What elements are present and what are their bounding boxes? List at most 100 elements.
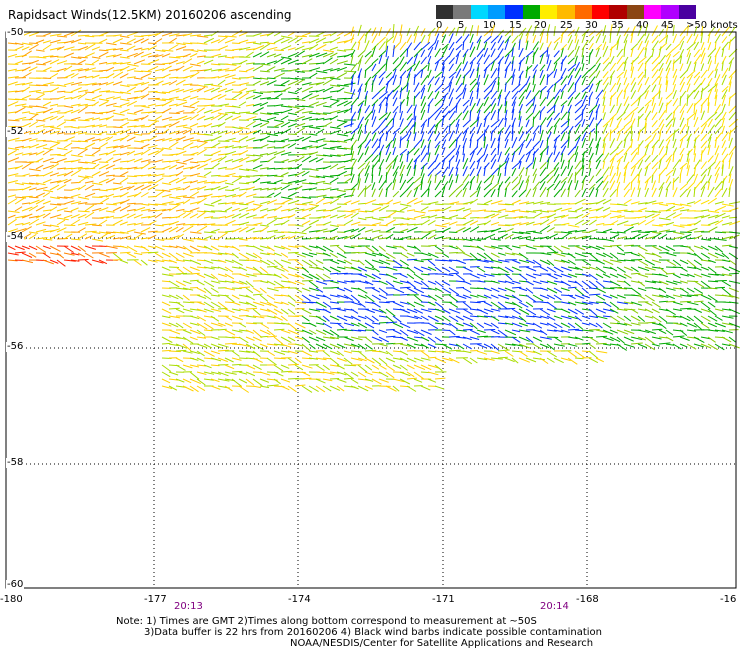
wind-barb (217, 301, 228, 310)
wind-barb (413, 329, 425, 337)
wind-barb (336, 147, 348, 150)
wind-barb (420, 364, 432, 371)
wind-barb (532, 329, 544, 333)
wind-barb (308, 301, 318, 304)
wind-barb (497, 252, 506, 256)
wind-barb (210, 266, 220, 269)
wind-barb (560, 294, 574, 297)
wind-barb (525, 147, 535, 156)
wind-barb (539, 69, 544, 79)
wind-barb (266, 218, 277, 226)
wind-barb (238, 212, 250, 219)
wind-barb (476, 174, 480, 184)
wind-barb (483, 294, 492, 299)
wind-barb (119, 84, 130, 88)
wind-barb (630, 187, 636, 198)
wind-barb (28, 66, 38, 72)
wind-barb (182, 65, 193, 72)
wind-barb (637, 74, 645, 86)
wind-barb (56, 132, 66, 135)
wind-barb (119, 134, 130, 142)
wind-barb (203, 83, 214, 86)
wind-barb (350, 208, 361, 212)
wind-barb (189, 34, 202, 37)
wind-barb (245, 214, 257, 219)
wind-barb (490, 322, 499, 329)
wind-barb (322, 33, 332, 37)
wind-barb (616, 308, 628, 311)
wind-barb (35, 182, 46, 186)
wind-barb (322, 336, 335, 340)
wind-barb (77, 119, 90, 122)
wind-barb (427, 160, 436, 170)
wind-barb (469, 252, 479, 260)
wind-barb (560, 266, 572, 272)
wind-barb (280, 56, 291, 60)
wind-barb (70, 38, 82, 44)
wind-barb (441, 350, 452, 354)
wind-barb (644, 294, 655, 302)
wind-barb (301, 41, 311, 44)
wind-barb (693, 134, 700, 142)
wind-barb (581, 280, 592, 289)
wind-barb (315, 188, 325, 191)
wind-barb (616, 236, 627, 240)
wind-barb (518, 75, 522, 86)
wind-barb (518, 216, 528, 219)
wind-barb (392, 57, 400, 65)
wind-barb (252, 350, 261, 358)
wind-barb (350, 233, 361, 240)
wind-barb (588, 336, 599, 344)
wind-barb (42, 157, 54, 163)
wind-barb (413, 164, 417, 177)
wind-barb (595, 206, 604, 212)
wind-barb (595, 322, 603, 329)
wind-barb (126, 131, 138, 135)
wind-barb (616, 203, 628, 206)
wind-barb (161, 91, 171, 94)
wind-barb (161, 266, 171, 272)
wind-barb (217, 343, 229, 348)
wind-barb (581, 95, 588, 107)
wind-barb (539, 151, 544, 163)
wind-barb (273, 364, 284, 372)
wind-barb (252, 164, 263, 170)
wind-barb (497, 151, 502, 163)
wind-barb (679, 234, 692, 240)
wind-barb (539, 315, 549, 319)
wind-barb (280, 245, 291, 251)
wind-barb (378, 308, 387, 314)
wind-barb (161, 107, 172, 114)
wind-barb (357, 41, 361, 51)
wind-barb (168, 153, 179, 156)
wind-barb (77, 167, 89, 170)
wind-barb (511, 190, 518, 198)
wind-barb (518, 315, 527, 323)
wind-barb (301, 371, 311, 377)
wind-barb (217, 68, 230, 72)
wind-barb (56, 238, 69, 240)
wind-barb (350, 301, 362, 306)
wind-barb (483, 96, 489, 107)
wind-barb (728, 145, 736, 156)
wind-barb (518, 60, 522, 72)
wind-barb (427, 62, 430, 72)
wind-barb (42, 259, 54, 265)
wind-barb (287, 187, 299, 191)
wind-barb (364, 32, 368, 44)
wind-barb (574, 245, 586, 251)
wind-barb (84, 175, 94, 178)
wind-barb (287, 357, 298, 366)
wind-barb (196, 55, 206, 58)
wind-barb (630, 252, 640, 257)
wind-barb (686, 52, 692, 65)
wind-barb (322, 364, 330, 371)
wind-barb (511, 130, 514, 142)
wind-barb (126, 52, 138, 58)
wind-barb (231, 350, 240, 357)
wind-barb (413, 357, 424, 362)
wind-barb (665, 139, 671, 149)
wind-barb (154, 252, 164, 259)
wind-barb (294, 122, 306, 128)
wind-barb (42, 192, 51, 198)
